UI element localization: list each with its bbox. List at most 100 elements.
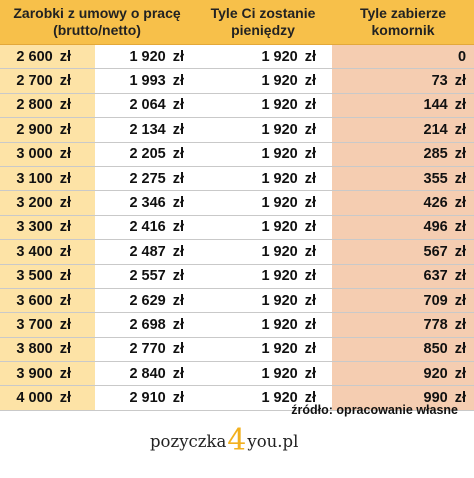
currency-label: zł — [59, 390, 71, 407]
header-row: Zarobki z umowy o pracę (brutto/netto) T… — [0, 0, 474, 45]
cell-brutto-value: 4 000 — [16, 390, 53, 407]
currency-label: zł — [59, 243, 71, 260]
cell-remaining: 1 920 zł — [194, 312, 333, 338]
currency-label: zł — [59, 121, 71, 138]
cell-netto: 2 910 zł — [95, 385, 195, 411]
cell-taken-value: 567 — [423, 243, 448, 260]
cell-remaining: 1 920 zł — [194, 93, 333, 119]
cell-remaining: 1 920 zł — [194, 288, 333, 314]
cell-remaining-value: 1 920 — [261, 390, 298, 407]
cell-taken: 214 zł — [332, 117, 474, 143]
currency-label: zł — [454, 121, 467, 138]
cell-netto-value: 2 487 — [129, 243, 166, 260]
cell-remaining-value: 1 920 — [261, 48, 298, 65]
currency-label: zł — [172, 146, 185, 163]
currency-label: zł — [304, 365, 317, 382]
cell-taken: 778 zł — [332, 312, 474, 338]
currency-label: zł — [304, 73, 317, 90]
cell-taken-value: 0 — [457, 48, 467, 65]
currency-label: zł — [304, 243, 317, 260]
header-remaining: Tyle Ci zostanie pieniędzy — [194, 0, 333, 45]
cell-netto-value: 1 920 — [129, 48, 166, 65]
cell-netto: 2 346 zł — [95, 190, 195, 216]
cell-remaining: 1 920 zł — [194, 337, 333, 363]
cell-remaining: 1 920 zł — [194, 166, 333, 192]
currency-label: zł — [454, 146, 467, 163]
currency-label: zł — [59, 268, 71, 285]
currency-label: zł — [59, 195, 71, 212]
cell-remaining: 1 920 zł — [194, 385, 333, 411]
cell-brutto: 2 700 zł — [0, 68, 95, 94]
cell-taken: 355 zł — [332, 166, 474, 192]
table-body: 2 600 zł 1 920 zł 1 920 zł 0 2 700 zł 1 993 zł 1 92… — [0, 44, 474, 411]
cell-netto-value: 2 346 — [129, 195, 166, 212]
cell-brutto-value: 3 700 — [16, 316, 53, 333]
currency-label: zł — [304, 341, 317, 358]
cell-remaining-value: 1 920 — [261, 341, 298, 358]
currency-label: zł — [454, 97, 467, 114]
currency-label: zł — [304, 146, 317, 163]
currency-label: zł — [172, 48, 185, 65]
cell-brutto-value: 3 900 — [16, 365, 53, 382]
cell-remaining-value: 1 920 — [261, 365, 298, 382]
cell-taken-value: 285 — [423, 146, 448, 163]
cell-netto: 2 487 zł — [95, 239, 195, 265]
cell-brutto: 3 400 zł — [0, 239, 95, 265]
currency-label: zł — [304, 268, 317, 285]
cell-brutto-value: 3 600 — [16, 292, 53, 309]
currency-label: zł — [172, 195, 185, 212]
table-row: 3 300 zł 2 416 zł 1 920 zł 496 zł — [0, 215, 474, 241]
cell-brutto: 3 800 zł — [0, 337, 95, 363]
cell-remaining-value: 1 920 — [261, 170, 298, 187]
currency-label: zł — [59, 316, 71, 333]
cell-remaining: 1 920 zł — [194, 215, 333, 241]
currency-label: zł — [454, 73, 467, 90]
cell-remaining-value: 1 920 — [261, 316, 298, 333]
table-row: 3 400 zł 2 487 zł 1 920 zł 567 zł — [0, 239, 474, 265]
cell-remaining: 1 920 zł — [194, 239, 333, 265]
currency-label: zł — [304, 390, 317, 407]
logo-text-after: you.pl — [247, 432, 299, 451]
cell-taken: 709 zł — [332, 288, 474, 314]
cell-brutto-value: 2 900 — [16, 121, 53, 138]
cell-remaining: 1 920 zł — [194, 264, 333, 289]
currency-label: zł — [172, 121, 185, 138]
cell-brutto: 3 600 zł — [0, 288, 95, 314]
cell-netto: 2 275 zł — [95, 166, 195, 192]
currency-label: zł — [59, 341, 71, 358]
cell-taken: 990 zł — [332, 385, 474, 411]
cell-brutto: 3 300 zł — [0, 215, 95, 241]
currency-label: zł — [172, 73, 185, 90]
table-row: 3 800 zł 2 770 zł 1 920 zł 850 zł — [0, 337, 474, 363]
cell-remaining: 1 920 zł — [194, 361, 333, 387]
cell-taken: 73 zł — [332, 68, 474, 94]
cell-brutto-value: 2 800 — [16, 97, 53, 114]
currency-label: zł — [304, 121, 317, 138]
currency-label: zł — [59, 292, 71, 309]
cell-brutto-value: 2 600 — [16, 48, 53, 65]
cell-brutto: 2 800 zł — [0, 93, 95, 119]
cell-brutto-value: 3 200 — [16, 195, 53, 212]
currency-label: zł — [172, 341, 185, 358]
cell-netto: 1 920 zł — [95, 44, 195, 70]
cell-taken: 567 zł — [332, 239, 474, 265]
cell-remaining-value: 1 920 — [261, 97, 298, 114]
currency-label: zł — [454, 390, 467, 407]
cell-brutto: 3 500 zł — [0, 264, 95, 289]
currency-label: zł — [172, 390, 185, 407]
currency-label: zł — [304, 219, 317, 236]
currency-label: zł — [304, 292, 317, 309]
cell-taken: 850 zł — [332, 337, 474, 363]
currency-label: zł — [454, 195, 467, 212]
cell-brutto-value: 3 300 — [16, 219, 53, 236]
currency-label: zł — [172, 316, 185, 333]
currency-label: zł — [454, 341, 467, 358]
cell-taken: 496 zł — [332, 215, 474, 241]
cell-taken-value: 73 — [431, 73, 448, 90]
cell-brutto: 3 100 zł — [0, 166, 95, 192]
cell-brutto: 3 700 zł — [0, 312, 95, 338]
cell-brutto: 4 000 zł — [0, 385, 95, 411]
cell-netto: 2 134 zł — [95, 117, 195, 143]
currency-label: zł — [59, 97, 71, 114]
cell-taken: 0 — [332, 44, 474, 70]
